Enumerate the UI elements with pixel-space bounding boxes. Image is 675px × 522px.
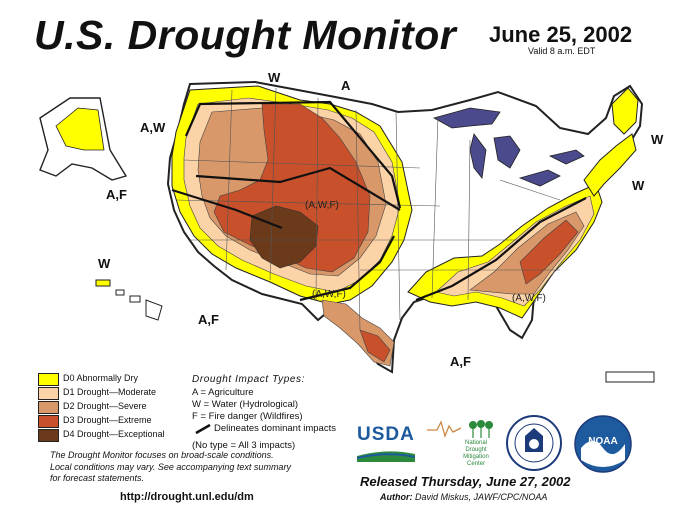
note: The Drought Monitor focuses on broad-sca… xyxy=(50,450,370,485)
d3-southeast xyxy=(519,219,579,285)
label-new-england: W xyxy=(651,132,664,147)
author-label: Author: xyxy=(380,492,413,502)
state-lines xyxy=(175,87,561,331)
impact-line-icon xyxy=(195,423,211,435)
usda-text: USDA xyxy=(357,424,415,445)
note-line-1: The Drought Monitor focuses on broad-sca… xyxy=(50,450,274,460)
label-texas-south: A,F xyxy=(450,354,471,369)
label-alaska: A,W xyxy=(140,120,166,135)
great-lakes xyxy=(432,107,585,187)
logos: USDA National Drought Mitigation Center … xyxy=(349,414,667,474)
label-north-plains: A xyxy=(341,78,351,93)
label-southern-plains: (A,W,F) xyxy=(312,289,346,300)
impact-heading: Drought Impact Types: xyxy=(192,374,306,385)
legend-swatch-d2 xyxy=(38,401,59,414)
label-northern-rockies: W xyxy=(268,70,281,85)
ndmc-logo: National Drought Mitigation Center xyxy=(425,416,497,474)
legend-label-d3: D3 Drought—Extreme xyxy=(63,415,152,425)
label-central-rockies: (A,W,F) xyxy=(305,200,339,211)
impact-none: (No type = All 3 impacts) xyxy=(192,440,296,451)
ndmc-line-4: Center xyxy=(466,461,485,467)
legend-swatch-d3 xyxy=(38,415,59,428)
impact-delineates-row: Delineates dominant impacts xyxy=(192,423,336,436)
released-date: Released Thursday, June 27, 2002 xyxy=(360,474,571,489)
legend-swatch-d4 xyxy=(38,429,59,442)
author-name: David Miskus, JAWF/CPC/NOAA xyxy=(415,492,548,502)
label-mid-atlantic: W xyxy=(632,178,645,193)
legend-swatch-d1 xyxy=(38,387,59,400)
map-title: U.S. Drought Monitor xyxy=(34,12,457,58)
usda-logo: USDA xyxy=(357,424,415,462)
impact-fire: F = Fire danger (Wildfires) xyxy=(192,411,303,422)
puerto-rico xyxy=(605,371,655,383)
d0-alaska xyxy=(55,107,105,151)
d0-maine xyxy=(611,87,639,135)
hawaii xyxy=(95,279,163,321)
impact-boundaries xyxy=(171,100,587,302)
legend-label-d0: D0 Abnormally Dry xyxy=(63,373,139,383)
note-line-2: Local conditions may vary. See accompany… xyxy=(50,461,291,472)
impact-water: W = Water (Hydrological) xyxy=(192,399,299,410)
noaa-text: NOAA xyxy=(588,436,618,447)
label-southwest: A,F xyxy=(198,312,219,327)
ndmc-text: National Drought Mitigation Center xyxy=(455,440,497,468)
ndmc-graph-icon xyxy=(427,420,493,439)
impact-delineates: Delineates dominant impacts xyxy=(214,423,336,434)
ndmc-line-3: Mitigation xyxy=(463,454,489,460)
impact-agriculture: A = Agriculture xyxy=(192,387,254,398)
ndmc-line-2: Drought xyxy=(465,447,487,453)
noaa-logo: NOAA xyxy=(573,414,633,474)
legend-label-d1: D1 Drought—Moderate xyxy=(63,387,157,397)
legend-label-d2: D2 Drought—Severe xyxy=(63,401,147,411)
map-date: June 25, 2002 xyxy=(489,22,633,47)
noaa-emblem-icon xyxy=(574,415,632,473)
usda-swoosh-icon xyxy=(357,451,415,462)
d3-texas xyxy=(359,329,391,363)
drought-map xyxy=(39,80,655,383)
author: Author: David Miskus, JAWF/CPC/NOAA xyxy=(380,492,547,502)
doc-seal-icon xyxy=(506,415,562,471)
impact-types: Drought Impact Types: A = Agriculture W … xyxy=(192,374,336,452)
legend-label-d4: D4 Drought—Exceptional xyxy=(63,429,165,439)
ndmc-line-1: National xyxy=(464,440,487,446)
legend-swatch-d0 xyxy=(38,373,59,386)
d0-northeast xyxy=(583,133,637,197)
drought-url-link[interactable]: http://drought.unl.edu/dm xyxy=(120,491,254,503)
label-alaska-af: A,F xyxy=(106,187,127,202)
label-southeast: (A,W,F) xyxy=(512,293,546,304)
valid-time: Valid 8 a.m. EDT xyxy=(528,46,596,56)
label-hawaii: W xyxy=(98,256,111,271)
note-line-3: for forecast statements. xyxy=(50,473,145,483)
